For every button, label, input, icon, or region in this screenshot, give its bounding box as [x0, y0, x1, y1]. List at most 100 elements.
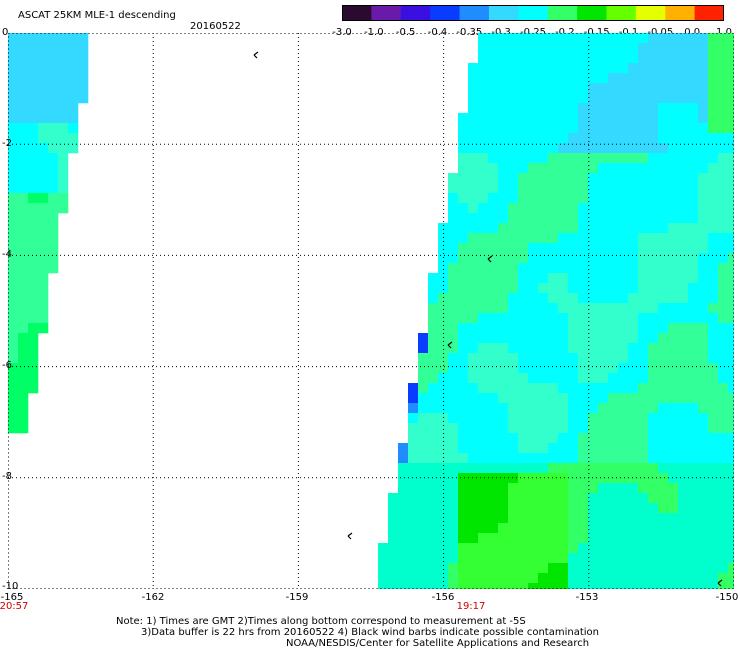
swath-cell — [578, 103, 589, 114]
swath-cell — [558, 273, 569, 284]
swath-cell — [388, 583, 399, 589]
swath-cell — [518, 73, 529, 84]
swath-cell — [628, 383, 639, 394]
swath-cell — [28, 323, 39, 334]
swath-cell — [488, 93, 499, 104]
swath-cell — [558, 43, 569, 54]
swath-cell — [468, 513, 479, 524]
swath-cell — [638, 403, 649, 414]
swath-cell — [18, 393, 29, 404]
swath-cell — [618, 73, 629, 84]
swath-cell — [468, 353, 479, 364]
swath-cell — [418, 403, 429, 414]
swath-cell — [668, 203, 679, 214]
swath-cell — [518, 413, 529, 424]
swath-cell — [508, 153, 519, 164]
swath-cell — [428, 543, 439, 554]
colorbar-frame — [342, 5, 724, 21]
swath-cell — [628, 263, 639, 274]
swath-cell — [508, 403, 519, 414]
swath-cell — [678, 293, 689, 304]
swath-cell — [518, 253, 529, 264]
swath-cell — [658, 513, 669, 524]
swath-cell — [678, 483, 689, 494]
swath-cell — [408, 403, 419, 414]
swath-cell — [428, 293, 439, 304]
swath-cell — [648, 33, 659, 44]
swath-cell — [628, 403, 639, 414]
swath-cell — [408, 543, 419, 554]
swath-cell — [668, 543, 679, 554]
colorbar-segment — [371, 5, 402, 21]
swath-cell — [628, 53, 639, 64]
swath-cell — [518, 443, 529, 454]
swath-cell — [568, 503, 579, 514]
swath-cell — [678, 233, 689, 244]
swath-cell — [508, 353, 519, 364]
swath-cell — [588, 63, 599, 74]
swath-cell — [538, 453, 549, 464]
swath-cell — [688, 423, 699, 434]
swath-cell — [608, 483, 619, 494]
swath-cell — [728, 543, 734, 554]
swath-cell — [448, 483, 459, 494]
swath-cell — [668, 293, 679, 304]
swath-cell — [698, 183, 709, 194]
swath-cell — [688, 63, 699, 74]
swath-cell — [598, 83, 609, 94]
swath-cell — [18, 323, 29, 334]
swath-cell — [718, 393, 729, 404]
swath-cell — [588, 223, 599, 234]
swath-cell — [528, 533, 539, 544]
swath-cell — [648, 353, 659, 364]
swath-cell — [558, 153, 569, 164]
swath-cell — [478, 343, 489, 354]
swath-cell — [608, 473, 619, 484]
swath-cell — [698, 473, 709, 484]
swath-cell — [478, 523, 489, 534]
swath-cell — [538, 513, 549, 524]
swath-cell — [638, 393, 649, 404]
swath-cell — [498, 173, 509, 184]
swath-cell — [18, 63, 29, 74]
swath-cell — [588, 213, 599, 224]
swath-cell — [498, 233, 509, 244]
swath-cell — [728, 33, 734, 44]
swath-cell — [618, 313, 629, 324]
swath-cell — [48, 263, 59, 274]
swath-cell — [708, 423, 719, 434]
swath-cell — [668, 443, 679, 454]
swath-cell — [658, 433, 669, 444]
swath-cell — [558, 373, 569, 384]
swath-cell — [648, 143, 659, 154]
swath-cell — [628, 273, 639, 284]
swath-cell — [38, 213, 49, 224]
swath-cell — [608, 503, 619, 514]
swath-cell — [498, 363, 509, 374]
swath-cell — [48, 63, 59, 74]
swath-cell — [48, 133, 59, 144]
swath-cell — [438, 513, 449, 524]
swath-cell — [28, 243, 39, 254]
swath-cell — [648, 203, 659, 214]
swath-cell — [468, 113, 479, 124]
swath-cell — [498, 553, 509, 564]
swath-cell — [588, 273, 599, 284]
swath-cell — [38, 313, 49, 324]
swath-cell — [638, 113, 649, 124]
swath-cell — [18, 273, 29, 284]
swath-cell — [468, 543, 479, 554]
swath-cell — [468, 333, 479, 344]
swath-cell — [458, 433, 469, 444]
swath-cell — [28, 213, 39, 224]
swath-cell — [608, 193, 619, 204]
swath-cell — [598, 313, 609, 324]
swath-cell — [638, 143, 649, 154]
swath-cell — [508, 213, 519, 224]
swath-cell — [498, 153, 509, 164]
swath-cell — [698, 343, 709, 354]
swath-cell — [728, 73, 734, 84]
swath-cell — [658, 383, 669, 394]
swath-cell — [678, 413, 689, 424]
swath-cell — [678, 183, 689, 194]
